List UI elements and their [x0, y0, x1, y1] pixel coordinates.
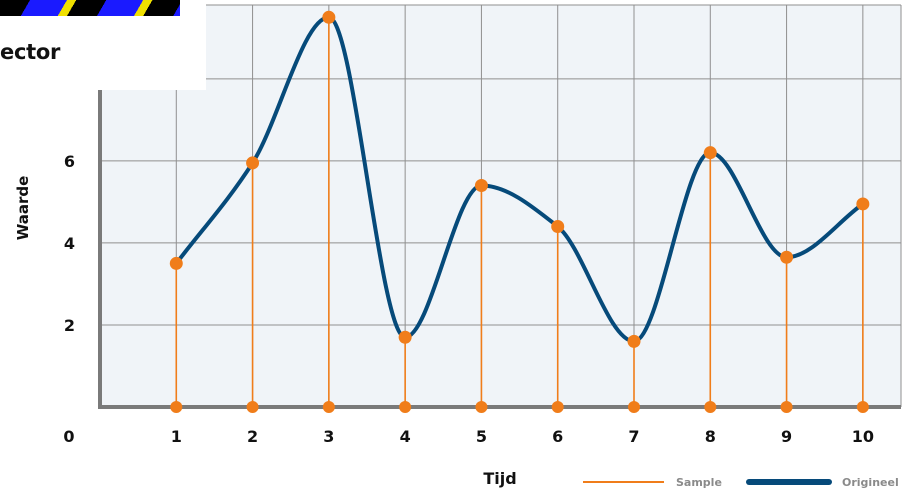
color-stripe-graphic	[0, 0, 180, 16]
sample-base-point	[551, 401, 564, 413]
origineel-line	[174, 15, 865, 344]
sample-base-point	[246, 401, 259, 413]
x-tick-label: 3	[323, 427, 334, 446]
x-tick-label: 6	[552, 427, 563, 446]
sample-point	[474, 178, 488, 192]
sample-point	[246, 156, 260, 170]
legend-origineel-label: Origineel	[842, 476, 899, 489]
y-tick-label: 2	[64, 316, 75, 335]
sample-base-point	[704, 401, 717, 413]
sample-point	[398, 330, 412, 344]
x-tick-label: 8	[705, 427, 716, 446]
sample-point	[856, 197, 870, 211]
legend-sample-label: Sample	[676, 476, 722, 489]
sample-base-point	[780, 401, 793, 413]
x-tick-label: 4	[400, 427, 411, 446]
x-axis-label: Tijd	[483, 469, 516, 488]
sample-base-point	[475, 401, 488, 413]
y-tick-label: 6	[64, 152, 75, 171]
sample-point	[322, 10, 336, 24]
x-tick-label: 7	[628, 427, 639, 446]
sample-base-point	[628, 401, 640, 413]
cropped-title-text: ector	[0, 40, 61, 64]
sample-base-point	[170, 401, 183, 413]
sample-base-point	[856, 401, 869, 413]
plot-background	[100, 5, 901, 407]
x-tick-label: 1	[171, 427, 182, 446]
sample-base-point	[399, 401, 412, 413]
sample-point	[780, 250, 794, 264]
sample-point	[169, 256, 183, 270]
y-axis-label: Waarde	[14, 176, 32, 241]
x-tick-label: 9	[781, 427, 792, 446]
legend: Sample Origineel	[583, 476, 899, 489]
sample-point	[703, 146, 717, 160]
x-tick-label: 2	[247, 427, 258, 446]
x-tick-label: 0	[63, 427, 74, 446]
sample-point	[627, 334, 641, 348]
sample-point	[551, 220, 565, 234]
x-tick-label: 5	[476, 427, 487, 446]
sample-base-point	[322, 401, 335, 413]
cropped-title-panel: ector	[0, 0, 206, 90]
y-tick-label: 4	[64, 234, 75, 253]
x-tick-label: 10	[852, 427, 874, 446]
